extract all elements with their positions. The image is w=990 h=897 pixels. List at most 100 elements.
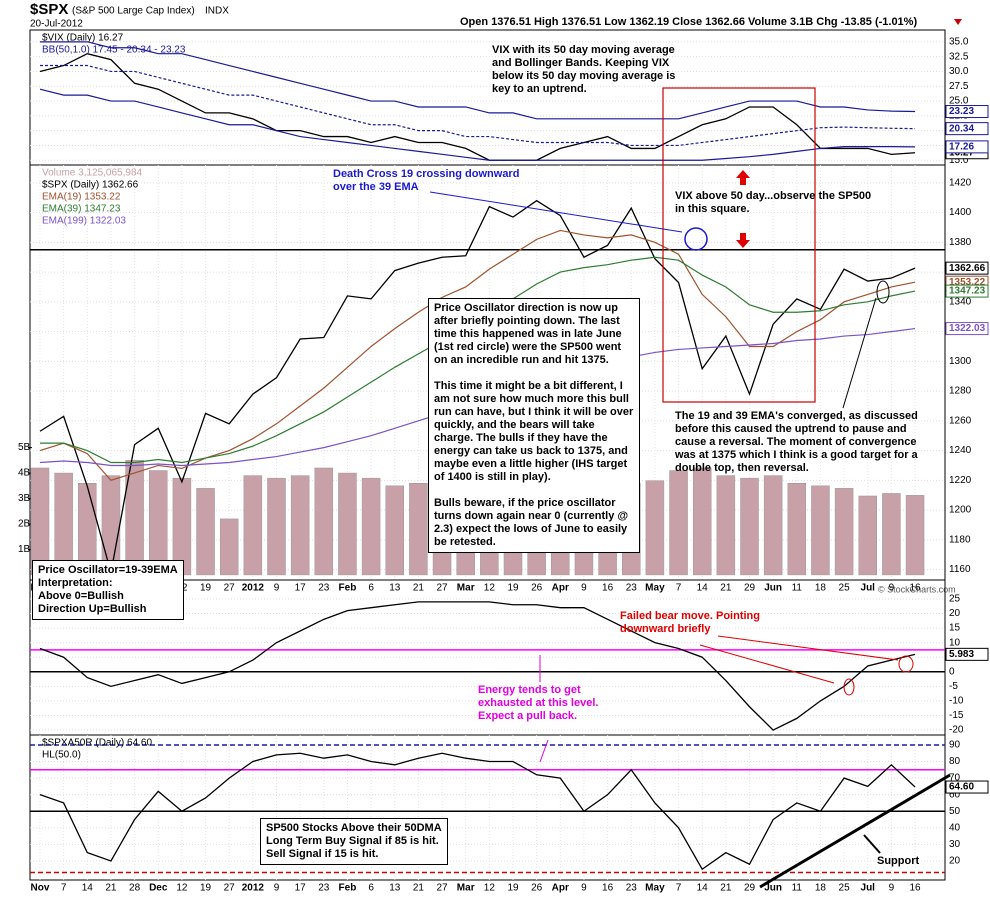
x-tick-label: 14 <box>697 883 709 894</box>
x-tick-label: 19 <box>200 883 212 894</box>
exchange: INDX <box>205 6 229 17</box>
x-tick-label: 19 <box>507 583 519 594</box>
cross-circle <box>684 227 708 251</box>
series-line <box>39 752 916 871</box>
y2-tick-label: 2B <box>18 519 31 530</box>
y-tick-label: 27.5 <box>949 81 969 92</box>
x-tick-label: 16 <box>909 583 921 594</box>
x-tick-label: 16 <box>602 883 614 894</box>
y-tick-label: 20 <box>949 856 961 867</box>
x-tick-label: 7 <box>676 583 682 594</box>
y2-tick-label: 3B <box>18 493 31 504</box>
series-line <box>39 199 916 573</box>
x-tick-label: 18 <box>815 583 827 594</box>
x-tick-label: 13 <box>389 883 401 894</box>
annotation: Death Cross 19 crossing downward over th… <box>333 168 520 193</box>
value-label: 5.983 <box>949 649 974 660</box>
symbol: $SPX <box>30 1 68 18</box>
legend-entry: $VIX (Daily) 16.27 <box>42 33 124 44</box>
y-tick-label: 30 <box>949 839 961 850</box>
x-tick-label: 17 <box>295 583 307 594</box>
value-label: 1347.23 <box>949 286 986 297</box>
x-tick-label: 21 <box>720 583 732 594</box>
value-label: 1362.66 <box>949 263 986 274</box>
y-tick-label: 80 <box>949 756 961 767</box>
volume-bar <box>858 495 877 576</box>
volume-bar <box>338 472 357 576</box>
x-tick-label: 9 <box>581 883 587 894</box>
x-tick-label: Nov <box>31 883 50 894</box>
value-label: 20.34 <box>949 123 974 134</box>
annotation: Support <box>877 855 920 867</box>
y-tick-label: 32.5 <box>949 51 969 62</box>
x-tick-label: 11 <box>792 883 803 894</box>
y-tick-label: 1400 <box>949 207 972 218</box>
y-tick-label: 0 <box>949 666 955 677</box>
x-tick-label: 25 <box>839 883 851 894</box>
y-tick-label: 30.0 <box>949 66 969 77</box>
annotation: VIX with its 50 day moving average and B… <box>492 44 676 95</box>
value-label-box <box>945 140 989 154</box>
y-tick-label: 20 <box>949 608 961 619</box>
volume-bar <box>385 485 404 576</box>
pointer <box>863 834 881 854</box>
y-tick-label: 1420 <box>949 177 972 188</box>
x-tick-label: 18 <box>815 883 827 894</box>
legend-entry: BB(50,1.0) 17.45 - 20.34 - 23.23 <box>42 45 186 56</box>
volume-bar <box>645 480 665 576</box>
y-tick-label: 60 <box>949 789 961 800</box>
y-tick-label: 1200 <box>949 505 972 516</box>
series-line <box>39 229 916 482</box>
date: 20-Jul-2012 <box>30 19 83 30</box>
x-tick-label: May <box>645 583 665 594</box>
x-tick-label: 26 <box>531 883 543 894</box>
down-arrow <box>954 19 962 25</box>
volume-bar <box>905 495 925 576</box>
x-tick-label: 23 <box>318 583 330 594</box>
annotation: Price Oscillator=19-39EMA Interpretation… <box>32 560 184 620</box>
value-label: 64.60 <box>949 782 974 793</box>
volume-bar <box>787 483 807 576</box>
annotation: The 19 and 39 EMA's converged, as discus… <box>675 410 918 474</box>
y-tick-label: -5 <box>949 681 958 692</box>
credit: © StockCharts.com <box>878 584 956 594</box>
pointer <box>699 644 835 684</box>
y2-tick-label: 4B <box>18 468 31 479</box>
volume-bar <box>409 483 428 576</box>
legend-entry: $SPX (Daily) 1362.66 <box>42 180 139 191</box>
legend-entry: HL(50.0) <box>42 750 81 761</box>
x-tick-label: Jul <box>861 883 876 894</box>
x-tick-label: 9 <box>889 883 895 894</box>
y-tick-label: 1300 <box>949 356 972 367</box>
y-tick-label: 1240 <box>949 445 972 456</box>
y-tick-label: 50 <box>949 806 961 817</box>
x-tick-label: Dec <box>149 883 168 894</box>
x-tick-label: 2012 <box>242 583 265 594</box>
y-tick-label: 70 <box>949 773 961 784</box>
x-tick-label: 21 <box>413 883 425 894</box>
x-tick-label: 21 <box>105 883 117 894</box>
x-tick-label: 12 <box>484 583 496 594</box>
volume-bar <box>243 475 263 576</box>
x-tick-label: Mar <box>457 883 475 894</box>
x-tick-label: 25 <box>839 583 851 594</box>
x-tick-label: 28 <box>129 883 141 894</box>
y-tick-label: -10 <box>949 696 964 707</box>
x-tick-label: 12 <box>176 883 188 894</box>
y-tick-label: 1340 <box>949 296 972 307</box>
y-tick-label: 1280 <box>949 386 972 397</box>
x-tick-label: 29 <box>744 583 756 594</box>
legend-entry: Volume 3,125,065,984 <box>42 168 143 179</box>
y-tick-label: 15.0 <box>949 155 969 166</box>
down-arrow <box>736 233 750 248</box>
pointer <box>429 191 683 233</box>
x-tick-label: 27 <box>224 883 236 894</box>
x-tick-label: May <box>645 883 665 894</box>
x-tick-label: 9 <box>889 583 895 594</box>
y-tick-label: 1180 <box>949 534 971 545</box>
y-tick-label: 90 <box>949 740 961 751</box>
y-tick-label: 40 <box>949 822 961 833</box>
highlight-square <box>662 87 816 403</box>
x-tick-label: Jun <box>764 583 782 594</box>
